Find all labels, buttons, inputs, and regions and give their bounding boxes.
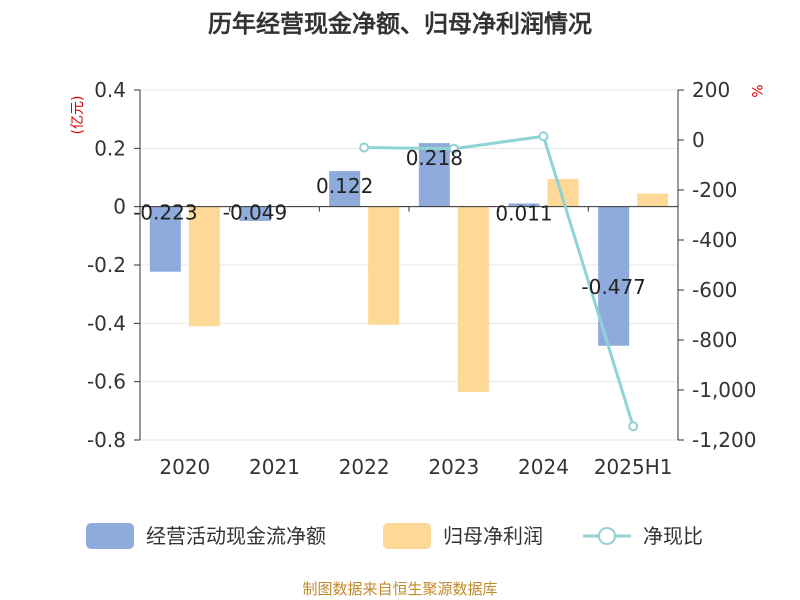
right-tick-label: -400 (692, 228, 737, 252)
legend-circle-icon (598, 527, 616, 545)
axes-group: 0.4 0.2 0 -0.2 -0.4 -0.6 -0.8 200 0 -200 -400 -600 -… (87, 78, 757, 479)
legend: 经营活动现金流净额 归母净利润 净现比 (86, 523, 703, 549)
right-tick-label: 0 (692, 128, 705, 152)
operating-cf-bar (149, 206, 181, 272)
bars-group (149, 143, 669, 392)
right-tick-label: -200 (692, 178, 737, 202)
x-tick-label: 2022 (339, 455, 390, 479)
left-tick-label: -0.6 (87, 370, 126, 394)
data-labels-group: -0.223 -0.049 0.122 0.218 0.011 -0.477 (133, 146, 646, 299)
operating-cf-value-label: 0.122 (316, 174, 373, 198)
chart-title: 历年经营现金净额、归母净利润情况 (208, 10, 592, 38)
ratio-line (364, 134, 635, 427)
right-tick-label: -1,000 (692, 378, 756, 402)
ratio-point (538, 131, 549, 142)
net-profit-bar (457, 206, 489, 392)
right-tick-label: -800 (692, 328, 737, 352)
grid-lines (140, 89, 678, 441)
net-profit-bar (637, 193, 669, 207)
operating-cf-bar (329, 171, 361, 207)
ratio-point (359, 142, 370, 153)
operating-cf-value-label: -0.049 (223, 201, 287, 225)
x-tick-label: 2020 (159, 455, 210, 479)
operating-cf-value-label: -0.477 (581, 275, 645, 299)
legend-label: 净现比 (643, 524, 703, 548)
left-tick-label: -0.4 (87, 311, 126, 335)
x-tick-label: 2023 (428, 455, 479, 479)
right-tick-label: -1,200 (692, 428, 756, 452)
x-tick-label: 2021 (249, 455, 300, 479)
ratio-line-group (359, 131, 639, 432)
left-axis-unit: (亿元) (70, 96, 86, 135)
right-axis-unit: % (748, 84, 764, 97)
legend-swatch (86, 523, 134, 549)
source-note: 制图数据来自恒生聚源数据库 (302, 580, 497, 598)
left-tick-label: 0.2 (94, 136, 126, 160)
left-tick-label: -0.8 (87, 428, 126, 452)
x-tick-label: 2024 (518, 455, 569, 479)
left-tick-label: -0.2 (87, 253, 126, 277)
legend-label: 经营活动现金流净额 (146, 524, 326, 548)
ratio-point (628, 421, 639, 432)
operating-cf-value-label: 0.011 (495, 202, 552, 226)
net-profit-bar (368, 206, 400, 325)
left-tick-label: 0.4 (94, 78, 126, 102)
left-tick-label: 0 (113, 195, 126, 219)
right-tick-label: -600 (692, 278, 737, 302)
operating-cf-bar (418, 143, 450, 207)
operating-cf-value-label: -0.223 (133, 201, 197, 225)
legend-swatch (383, 523, 431, 549)
x-tick-label: 2025H1 (594, 455, 673, 479)
legend-label: 归母净利润 (443, 524, 543, 548)
net-profit-bar (188, 206, 220, 327)
ratio-point (448, 143, 459, 154)
operating-cf-value-label: 0.218 (406, 146, 463, 170)
operating-cf-bar (598, 206, 630, 346)
operating-cf-bar (508, 203, 540, 207)
right-tick-label: 200 (692, 78, 730, 102)
operating-cf-bar (239, 206, 271, 221)
